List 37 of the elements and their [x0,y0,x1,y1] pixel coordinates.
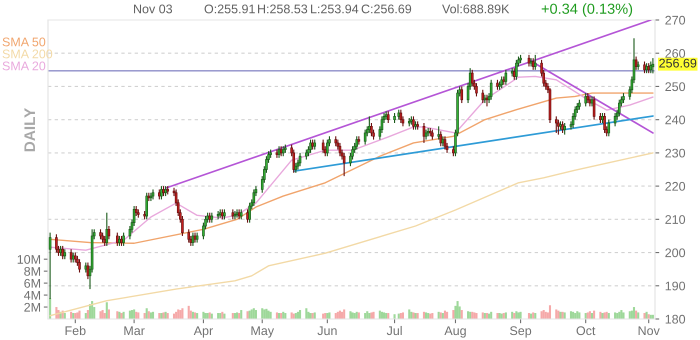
text: O:255.91 [204,4,255,14]
y-tick-label: 180 [666,314,686,324]
x-tick-label: Sep [510,326,532,338]
y2-tick-label: 10M [18,255,40,264]
y2-tick-label: 8M [24,266,40,276]
text: C:256.69 [362,4,412,14]
text: SMA 20 [2,62,46,70]
y-tick-label: 200 [665,248,686,258]
y-tick-label: 250 [665,82,686,92]
y-tick-label: 230 [665,148,686,158]
x-tick-label: Jul [386,326,402,336]
y2-tick-label: 6M [24,278,40,288]
x-tick-label: Aug [444,326,466,338]
y-tick-label: 260 [665,49,686,58]
x-tick-label: Nov [638,326,660,336]
y-tick-label: 270 [665,16,686,25]
y2-tick-label: 4M [24,291,40,300]
text: L:253.94 [311,4,358,14]
text: +0.34 (0.13%) [542,3,632,17]
y-tick-label: 190 [666,282,686,290]
x-tick-label: Oct [576,326,596,336]
y-tick-label: 220 [665,182,686,191]
text: H:258.53 [258,4,308,14]
text: SMA 200 [2,50,52,58]
text: Vol:688.89K [442,4,510,14]
y-tick-label: 240 [665,115,686,124]
y2-tick-label: 2M [24,302,40,312]
text: SMA 50 [2,38,46,46]
x-tick-label: Jun [317,326,337,336]
x-tick-label: Feb [66,326,86,336]
text: DAILY [24,108,35,152]
annotation: 256.69 [659,58,696,68]
text: Nov 03 [134,4,172,14]
x-tick-label: May [251,326,274,338]
x-tick-label: Apr [194,326,213,338]
y-tick-label: 210 [665,215,686,224]
x-tick-label: Mar [124,326,145,336]
